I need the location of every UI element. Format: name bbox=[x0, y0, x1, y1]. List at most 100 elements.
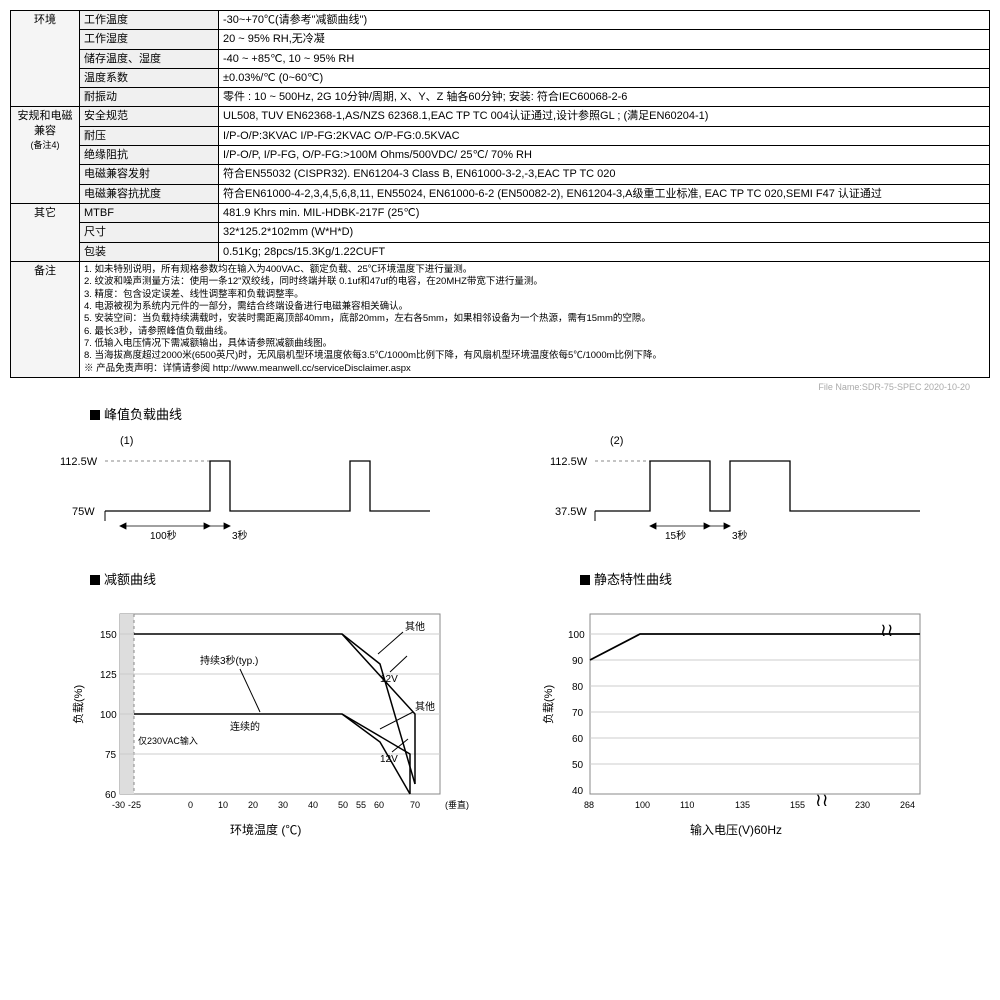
ytick: 100 bbox=[100, 710, 117, 721]
peak-chart-1: (1) 112.5W 75W 100秒 3秒 bbox=[10, 429, 450, 559]
row-label: 包装 bbox=[80, 242, 219, 261]
row-label: 储存温度、湿度 bbox=[80, 49, 219, 68]
section-label: 减额曲线 bbox=[104, 572, 156, 587]
t-on: 100秒 bbox=[150, 529, 177, 542]
cat-other: 其它 bbox=[11, 203, 80, 261]
svg-text:≀≀: ≀≀ bbox=[815, 790, 829, 810]
y-hi: 112.5W bbox=[60, 456, 98, 468]
note-line: 3. 精度：包含设定误差、线性调整率和负载调整率。 bbox=[84, 289, 985, 301]
row-label: 耐压 bbox=[80, 126, 219, 145]
xtick: 10 bbox=[218, 800, 228, 810]
note-line: 1. 如未特别说明，所有规格参数均在输入为400VAC、额定负载、25℃环境温度… bbox=[84, 264, 985, 276]
chart-num: (2) bbox=[610, 435, 623, 447]
note-line: 8. 当海拔高度超过2000米(6500英尺)时，无风扇机型环境温度依每3.5℃… bbox=[84, 350, 985, 362]
ytick: 90 bbox=[572, 656, 584, 667]
xtick: 40 bbox=[308, 800, 318, 810]
xtick: 230 bbox=[855, 800, 870, 810]
ytick: 40 bbox=[572, 786, 584, 797]
ytick: 75 bbox=[105, 750, 117, 761]
annot: 持续3秒(typ.) bbox=[200, 654, 258, 667]
xtick: 110 bbox=[680, 800, 694, 810]
ytick: 50 bbox=[572, 760, 584, 771]
chart-num: (1) bbox=[120, 435, 133, 447]
section-derate: 减额曲线 bbox=[90, 569, 500, 588]
y-lo: 37.5W bbox=[555, 506, 587, 518]
ytick: 80 bbox=[572, 682, 584, 693]
cat-label: 安规和电磁兼容 bbox=[18, 110, 73, 136]
annot: 连续的 bbox=[230, 720, 260, 733]
xtick: 60 bbox=[374, 800, 384, 810]
row-val: UL508, TUV EN62368-1,AS/NZS 62368.1,EAC … bbox=[219, 107, 990, 126]
row-val: 20 ~ 95% RH,无冷凝 bbox=[219, 30, 990, 49]
section-label: 峰值负载曲线 bbox=[104, 407, 182, 422]
row-val: -40 ~ +85℃, 10 ~ 95% RH bbox=[219, 49, 990, 68]
row-val: 32*125.2*102mm (W*H*D) bbox=[219, 223, 990, 242]
xtick: 135 bbox=[735, 800, 750, 810]
note-line: 5. 安装空间：当负载持续满载时，安装时需距离顶部40mm，底部20mm，左右各… bbox=[84, 313, 985, 325]
xtick: -25 bbox=[128, 800, 141, 810]
label-other: 其他 bbox=[405, 620, 425, 633]
row-val: 符合EN55032 (CISPR32). EN61204-3 Class B, … bbox=[219, 165, 990, 184]
xtick: 0 bbox=[188, 800, 193, 810]
y-hi: 112.5W bbox=[550, 456, 588, 468]
xlabel: 输入电压(V)60Hz bbox=[690, 822, 782, 837]
static-chart: 100 90 80 70 60 50 40 88 100 110 135 155… bbox=[500, 594, 960, 854]
section-label: 静态特性曲线 bbox=[594, 572, 672, 587]
file-hint: File Name:SDR-75-SPEC 2020-10-20 bbox=[10, 382, 970, 392]
note-line: 7. 低输入电压情况下需减额输出，具体请参照减额曲线图。 bbox=[84, 338, 985, 350]
svg-text:≀≀: ≀≀ bbox=[880, 620, 894, 640]
peak-chart-2: (2) 112.5W 37.5W 15秒 3秒 bbox=[500, 429, 940, 559]
row-label: 电磁兼容发射 bbox=[80, 165, 219, 184]
row-val: 0.51Kg; 28pcs/15.3Kg/1.22CUFT bbox=[219, 242, 990, 261]
cat-env: 环境 bbox=[11, 11, 80, 107]
xtick: 155 bbox=[790, 800, 805, 810]
xlabel: 环境温度 (℃) bbox=[230, 822, 301, 837]
ylabel: 负载(%) bbox=[71, 685, 85, 724]
row-val: -30~+70℃(请参考"减额曲线") bbox=[219, 11, 990, 30]
xtick: 70 bbox=[410, 800, 420, 810]
t-off: 3秒 bbox=[732, 529, 748, 542]
label-12v: 12V bbox=[380, 754, 398, 765]
row-label: 电磁兼容抗扰度 bbox=[80, 184, 219, 203]
xtick: 20 bbox=[248, 800, 258, 810]
spec-table: 环境 工作温度 -30~+70℃(请参考"减额曲线") 工作湿度20 ~ 95%… bbox=[10, 10, 990, 378]
note-line: 6. 最长3秒，请参照峰值负载曲线。 bbox=[84, 326, 985, 338]
xtick: -30 bbox=[112, 800, 125, 810]
y-lo: 75W bbox=[72, 506, 95, 518]
note-line: 2. 纹波和噪声测量方法：使用一条12"双绞线，同时终端并联 0.1uf和47u… bbox=[84, 276, 985, 288]
xtick: 264 bbox=[900, 800, 915, 810]
t-off: 3秒 bbox=[232, 529, 248, 542]
section-static: 静态特性曲线 bbox=[580, 569, 990, 588]
row-label: 尺寸 bbox=[80, 223, 219, 242]
annot: 仅230VAC输入 bbox=[138, 735, 198, 746]
ytick: 60 bbox=[572, 734, 584, 745]
row-val: 符合EN61000-4-2,3,4,5,6,8,11, EN55024, EN6… bbox=[219, 184, 990, 203]
note-line: 4. 电源被视为系统内元件的一部分，需结合终端设备进行电磁兼容相关确认。 bbox=[84, 301, 985, 313]
row-val: I/P-O/P:3KVAC I/P-FG:2KVAC O/P-FG:0.5KVA… bbox=[219, 126, 990, 145]
row-label: MTBF bbox=[80, 203, 219, 222]
row-val: 481.9 Khrs min. MIL-HDBK-217F (25℃) bbox=[219, 203, 990, 222]
row-val: ±0.03%/℃ (0~60℃) bbox=[219, 68, 990, 87]
cat-note: (备注4) bbox=[31, 140, 60, 150]
note-line: ※ 产品免责声明：详情请参阅 http://www.meanwell.cc/se… bbox=[84, 363, 985, 375]
row-val: I/P-O/P, I/P-FG, O/P-FG:>100M Ohms/500VD… bbox=[219, 146, 990, 165]
row-label: 安全规范 bbox=[80, 107, 219, 126]
row-label: 工作湿度 bbox=[80, 30, 219, 49]
derating-chart: 150 125 100 75 60 -30 -25 0 10 20 30 40 … bbox=[10, 594, 490, 854]
xtick: 50 bbox=[338, 800, 348, 810]
t-on: 15秒 bbox=[665, 529, 686, 542]
ytick: 150 bbox=[100, 630, 117, 641]
cat-emc: 安规和电磁兼容 (备注4) bbox=[11, 107, 80, 203]
ytick: 70 bbox=[572, 708, 584, 719]
row-label: 温度系数 bbox=[80, 68, 219, 87]
xtick: 55 bbox=[356, 800, 366, 810]
row-label: 工作温度 bbox=[80, 11, 219, 30]
xtick: 30 bbox=[278, 800, 288, 810]
xtick: 88 bbox=[584, 800, 594, 810]
row-label: 绝缘阻抗 bbox=[80, 146, 219, 165]
label-other: 其他 bbox=[415, 700, 435, 713]
xsuffix: (垂直) bbox=[445, 799, 469, 810]
label-12v: 12V bbox=[380, 674, 398, 685]
row-val: 零件 : 10 ~ 500Hz, 2G 10分钟/周期, X、Y、Z 轴各60分… bbox=[219, 88, 990, 107]
ylabel: 负载(%) bbox=[541, 685, 555, 724]
